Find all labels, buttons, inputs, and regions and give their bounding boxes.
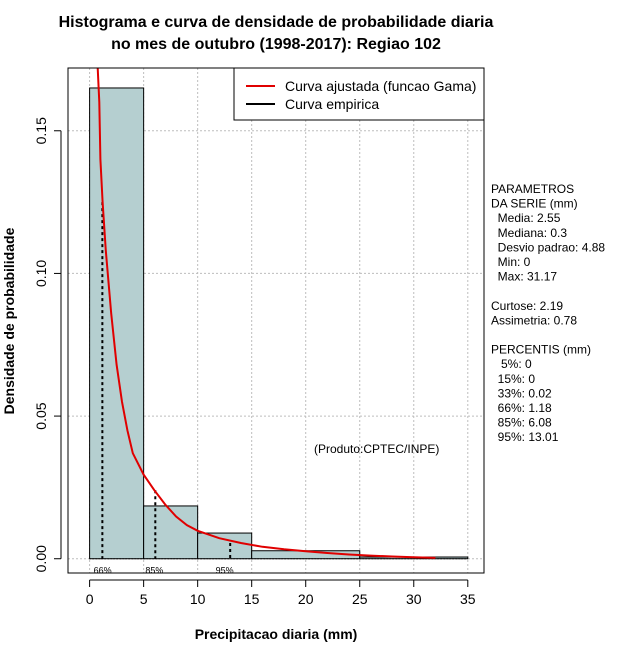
x-tick-label: 20 bbox=[298, 591, 314, 607]
x-axis-title: Precipitacao diaria (mm) bbox=[195, 626, 358, 642]
chart-title-line-2: no mes de outubro (1998-2017): Regiao 10… bbox=[111, 36, 441, 53]
param-line: PERCENTIS (mm) bbox=[491, 343, 591, 357]
legend-label-empirical: Curva empirica bbox=[285, 96, 379, 112]
param-line: Min: 0 bbox=[491, 255, 531, 269]
y-tick-label: 0.15 bbox=[33, 117, 49, 144]
y-tick-label: 0.00 bbox=[33, 545, 49, 572]
percentile-marker-label: 66% bbox=[94, 566, 112, 576]
y-axis-title: Densidade de probabilidade bbox=[1, 227, 17, 414]
percentile-marker-label: 95% bbox=[216, 566, 234, 576]
y-tick-label: 0.05 bbox=[33, 402, 49, 429]
fit-curve-line bbox=[96, 67, 436, 559]
param-line: 5%: 0 bbox=[491, 357, 532, 371]
param-line: 95%: 13.01 bbox=[491, 430, 559, 444]
x-tick-label: 15 bbox=[244, 591, 260, 607]
x-tick-label: 30 bbox=[406, 591, 422, 607]
param-line: 85%: 6.08 bbox=[491, 416, 552, 430]
x-tick-label: 5 bbox=[140, 591, 148, 607]
param-line: Media: 2.55 bbox=[491, 211, 561, 225]
legend: Curva ajustada (funcao Gama) Curva empir… bbox=[233, 67, 485, 121]
x-axis: 0 5 10 15 20 25 30 35 bbox=[86, 579, 476, 607]
x-tick-label: 35 bbox=[460, 591, 476, 607]
percentile-markers: 66% 85% 95% bbox=[94, 202, 234, 576]
chart-title-line-1: Histograma e curva de densidade de proba… bbox=[59, 14, 494, 31]
param-line: DA SERIE (mm) bbox=[491, 197, 578, 211]
param-line: Max: 31.17 bbox=[491, 270, 557, 284]
density-curves bbox=[96, 67, 436, 559]
legend-label-fit: Curva ajustada (funcao Gama) bbox=[285, 78, 476, 94]
x-tick-label: 0 bbox=[86, 591, 94, 607]
percentile-marker-label: 85% bbox=[145, 566, 163, 576]
param-line: 15%: 0 bbox=[491, 372, 535, 386]
product-annotation: (Produto:CPTEC/INPE) bbox=[314, 442, 439, 456]
histogram-bar bbox=[89, 87, 145, 560]
param-line: Desvio padrao: 4.88 bbox=[491, 240, 605, 254]
param-line: 33%: 0.02 bbox=[491, 386, 552, 400]
histogram-bar bbox=[197, 532, 253, 560]
y-tick-label: 0.10 bbox=[33, 260, 49, 287]
legend-box bbox=[233, 67, 485, 121]
x-tick-label: 10 bbox=[190, 591, 206, 607]
param-line: Assimetria: 0.78 bbox=[491, 313, 577, 327]
histogram-bar bbox=[143, 505, 199, 560]
param-line: Curtose: 2.19 bbox=[491, 299, 563, 313]
y-axis: 0.00 0.05 0.10 0.15 bbox=[33, 117, 62, 572]
param-line: 66%: 1.18 bbox=[491, 401, 552, 415]
x-tick-label: 25 bbox=[352, 591, 368, 607]
histogram-bars bbox=[89, 87, 469, 560]
param-line: Mediana: 0.3 bbox=[491, 226, 567, 240]
param-line: PARAMETROS bbox=[491, 182, 574, 196]
